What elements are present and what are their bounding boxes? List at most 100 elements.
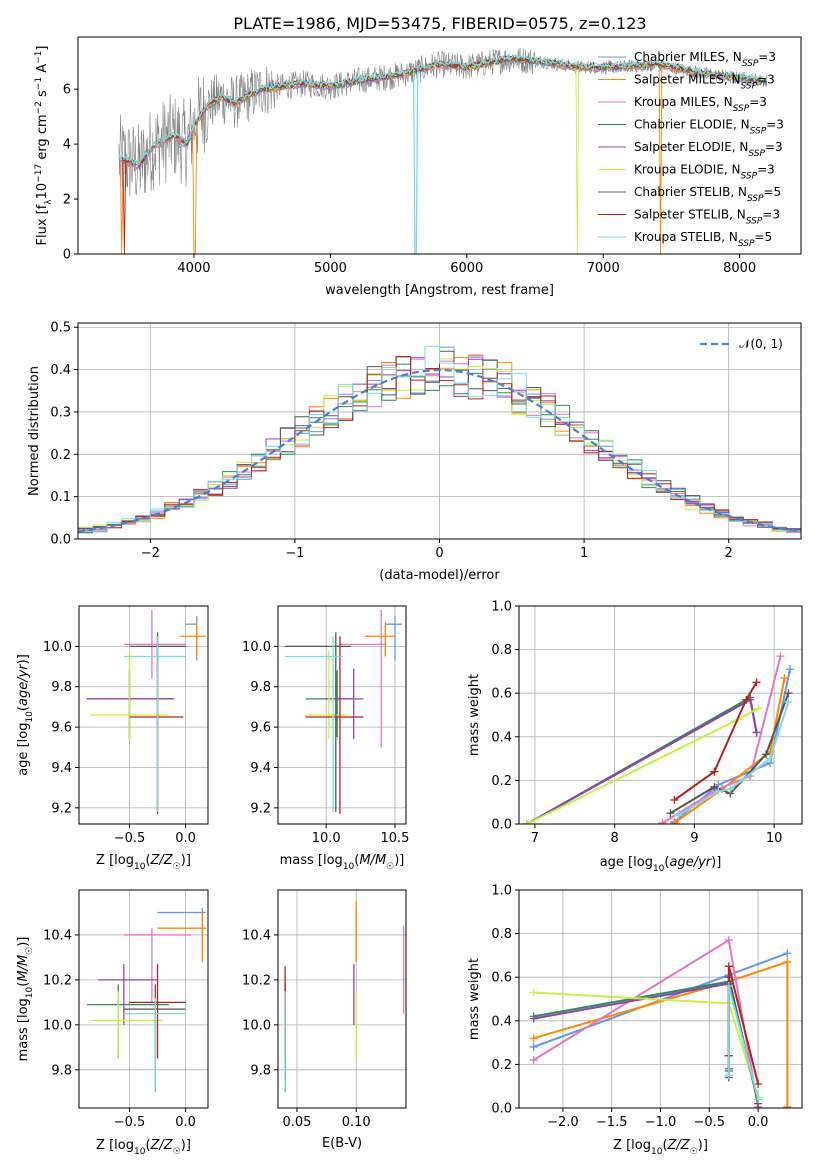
series-point: [714, 787, 723, 796]
plot-area: [522, 652, 795, 824]
x-tick-label: 0: [435, 546, 443, 561]
series-point: [710, 767, 719, 776]
legend-entry: Chabrier MILES, NSSP=3: [634, 50, 776, 69]
axes-frame: [277, 605, 407, 825]
x-tick-label: −1.5: [596, 1115, 628, 1130]
series-point: [784, 697, 793, 706]
x-tick-label: 0.0: [175, 831, 196, 846]
x-axis-label: age [log10(age/yr)]: [600, 855, 722, 874]
y-tick-label: 9.8: [250, 680, 271, 695]
y-tick-label: 0: [63, 248, 71, 263]
series-point: [529, 1034, 538, 1043]
series-point: [726, 785, 735, 794]
histogram-chabrier-elodie: [78, 359, 801, 534]
y-tick-label: 0.0: [491, 818, 512, 833]
axes-frame: [277, 889, 407, 1109]
series-point: [783, 957, 792, 966]
series-point: [724, 962, 733, 971]
y-axis-label: Flux [fλ10−17 erg cm−2 s−1 A−1]: [34, 46, 54, 246]
series-point: [529, 988, 538, 997]
x-axis-label: mass [log10(M/M☉)]: [280, 853, 405, 872]
series-point: [529, 1056, 538, 1065]
series-line: [533, 938, 760, 1108]
plot-area: [284, 610, 402, 814]
y-tick-label: 0.0: [50, 533, 71, 548]
y-tick-label: 9.8: [51, 680, 72, 695]
model-spectrum-salpeter-stelib: [118, 54, 768, 254]
y-tick-label: 10.4: [43, 928, 72, 943]
series-point: [522, 820, 531, 824]
y-tick-label: 0.2: [491, 774, 512, 789]
legend-entry: Salpeter STELIB, NSSP=3: [634, 208, 780, 227]
y-tick-label: 9.4: [250, 761, 271, 776]
x-tick-label: 4000: [177, 261, 210, 276]
plot-area: [118, 47, 768, 254]
y-tick-label: 0.1: [50, 490, 71, 505]
y-tick-label: 9.2: [51, 801, 72, 816]
series-point: [752, 728, 761, 737]
series-point: [766, 754, 775, 763]
x-tick-label: −1: [285, 546, 304, 561]
x-tick-label: 8000: [723, 261, 756, 276]
series-line: [673, 681, 758, 801]
y-tick-label: 6: [63, 83, 71, 98]
y-tick-label: 9.6: [250, 721, 271, 736]
series-point: [529, 1014, 538, 1023]
axes-frame: [78, 889, 209, 1109]
series-line: [526, 698, 758, 824]
series-line: [533, 960, 789, 1107]
panel-mass_weight_vs_Z: −2.0 −1.5 −1.0 −0.5 0.0 0.0 0.2 0.4 0.6 0.8 1.0 Z […: [467, 884, 803, 1157]
series-line: [727, 966, 760, 1085]
axes-frame: [518, 889, 803, 1109]
x-axis-label: Z [log10(Z/Z☉)]: [96, 853, 191, 872]
x-axis-label: Z [log10(Z/Z☉)]: [613, 1138, 708, 1157]
x-tick-label: 0.05: [282, 1115, 311, 1130]
legend-entry: Salpeter MILES, NSSP=3: [634, 73, 775, 92]
plot-area: [284, 901, 405, 1093]
x-axis-label: Z [log10(Z/Z☉)]: [96, 1138, 191, 1157]
y-tick-label: 0.5: [50, 321, 71, 336]
series-point: [674, 811, 683, 820]
legend-entry: Chabrier STELIB, NSSP=5: [634, 185, 781, 204]
y-tick-label: 4: [63, 138, 71, 153]
panel-spectrum: 4000 5000 6000 7000 8000 0 2 4 6 wavelength [Angs…: [34, 36, 802, 298]
y-axis-label: Normed distribution: [27, 366, 42, 496]
x-axis-label: E(B-V): [322, 1136, 362, 1151]
y-tick-label: 10.2: [242, 973, 271, 988]
y-tick-label: 10.0: [43, 640, 72, 655]
x-tick-label: −0.5: [114, 831, 146, 846]
y-tick-label: 0.4: [491, 1014, 512, 1029]
panel-mass_vs_ebv: 0.05 0.10 9.8 10.0 10.2 10.4 E(B-V): [242, 889, 407, 1151]
series-point: [784, 689, 793, 698]
x-tick-label: −0.5: [694, 1115, 726, 1130]
panel-age_vs_mass: 10.0 10.5 9.2 9.4 9.6 9.8 10.0 mass [log10(M/M☉…: [242, 605, 409, 872]
y-tick-label: 0.6: [491, 971, 512, 986]
legend-entry: Kroupa STELIB, NSSP=5: [634, 230, 772, 249]
y-tick-label: 10.0: [43, 1018, 72, 1033]
x-axis-label: (data-model)/error: [379, 568, 500, 583]
y-tick-label: 9.8: [250, 1063, 271, 1078]
y-tick-label: 0.4: [491, 730, 512, 745]
panel-mass_weight_vs_age: 7 8 9 10 0.0 0.2 0.4 0.6 0.8 1.0 age [log10(age/yr…: [467, 600, 803, 874]
series-point: [783, 1102, 792, 1108]
series-point: [724, 936, 733, 945]
series-line: [661, 655, 782, 824]
y-axis-label: mass weight: [467, 674, 482, 756]
model-spectrum-kroupa-stelib: [118, 52, 768, 254]
series-line: [526, 707, 759, 824]
legend-entry: Salpeter ELODIE, NSSP=3: [634, 140, 783, 159]
x-tick-label: 5000: [314, 261, 347, 276]
figure-title: PLATE=1986, MJD=53475, FIBERID=0575, z=0…: [233, 14, 646, 33]
series-point: [658, 818, 667, 824]
x-tick-label: 7: [531, 831, 539, 846]
series-line: [727, 985, 760, 1100]
panel-age_vs_Z: −0.5 0.0 9.2 9.4 9.6 9.8 10.0 Z [log10(Z/Z☉)] ag…: [16, 605, 209, 872]
plot-area: [78, 345, 801, 534]
y-tick-label: 2: [63, 193, 71, 208]
axes-frame: [77, 36, 802, 255]
series-point: [783, 949, 792, 958]
series-point: [752, 678, 761, 687]
x-tick-label: 7000: [587, 261, 620, 276]
plot-area: [86, 610, 206, 814]
